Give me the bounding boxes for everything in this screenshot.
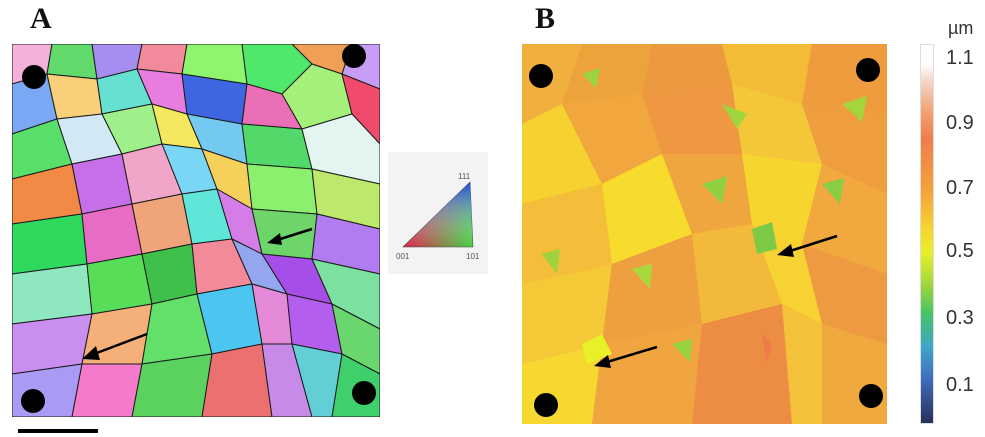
marker-dot	[856, 58, 880, 82]
ebsd-grain-mosaic	[12, 44, 380, 417]
marker-dot	[534, 393, 558, 417]
marker-dot	[342, 44, 366, 68]
panel-a-label: A	[30, 2, 52, 35]
colorbar-tick: 0.9	[946, 112, 974, 134]
arrow-a-lower	[82, 332, 148, 360]
height-colorbar	[920, 44, 934, 424]
ipf-label-left: 001	[396, 252, 410, 261]
colorbar-tick: 1.1	[946, 47, 974, 69]
marker-dot	[529, 64, 553, 88]
colorbar-tick: 0.7	[946, 177, 974, 199]
colorbar-unit: µm	[948, 18, 974, 38]
arrow-b-upper	[777, 234, 838, 257]
ebsd-orientation-map	[12, 44, 380, 417]
height-map	[522, 44, 887, 424]
scale-bar	[18, 429, 98, 433]
marker-dot	[352, 381, 376, 405]
panel-b-label: B	[535, 2, 556, 35]
ipf-label-right: 101	[466, 252, 480, 261]
colorbar-tick: 0.3	[946, 307, 974, 329]
height-map-texture	[522, 44, 887, 424]
ipf-label-top: 111	[458, 172, 471, 181]
colorbar-tick: 0.5	[946, 240, 974, 262]
marker-dot	[859, 384, 883, 408]
colorbar-tick: 0.1	[946, 374, 974, 396]
marker-dot	[21, 389, 45, 413]
ipf-triangle	[402, 181, 474, 248]
arrow-b-lower	[594, 345, 658, 368]
marker-dot	[22, 65, 46, 89]
arrow-a-upper	[267, 227, 313, 245]
ipf-color-key: 111 001 101	[388, 152, 488, 274]
